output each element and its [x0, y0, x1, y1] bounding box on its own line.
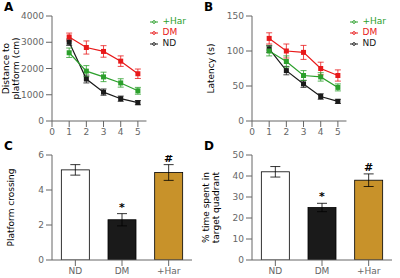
html-text:+Har: +Har	[362, 16, 386, 26]
html-text:+Har: +Har	[162, 16, 186, 26]
svg-text:0: 0	[38, 255, 44, 265]
svg-text:150: 150	[227, 11, 244, 21]
html-text:Distance to platform (cm): Distance to platform (cm)	[1, 37, 21, 100]
svg-text:4000: 4000	[21, 11, 44, 21]
svg-text:+Har: +Har	[357, 266, 381, 276]
svg-text:1: 1	[266, 127, 272, 137]
svg-text:50: 50	[233, 150, 245, 160]
svg-text:0: 0	[38, 116, 44, 126]
svg-text:#: #	[164, 155, 173, 165]
svg-text:5: 5	[335, 127, 341, 137]
svg-text:*: *	[119, 201, 125, 214]
svg-text:3: 3	[101, 127, 107, 137]
html-text:% time spent in target quadran: % time spent in target quadrant	[201, 172, 221, 244]
html-text:Platform crossing: Platform crossing	[6, 168, 16, 247]
svg-text:DM: DM	[115, 266, 130, 276]
svg-text:4: 4	[118, 127, 124, 137]
svg-text:ND: ND	[268, 266, 282, 276]
svg-text:ND: ND	[68, 266, 82, 276]
html-text:B: B	[204, 0, 214, 14]
html-text:DM: DM	[362, 27, 378, 37]
svg-text:2: 2	[83, 127, 89, 137]
svg-text:*: *	[319, 190, 325, 203]
svg-text:1000: 1000	[21, 90, 44, 100]
html-text:DM: DM	[162, 27, 178, 37]
svg-text:0: 0	[238, 116, 244, 126]
svg-text:2000: 2000	[21, 64, 44, 74]
svg-text:0: 0	[238, 255, 244, 265]
svg-text:0: 0	[49, 127, 55, 137]
svg-text:1: 1	[66, 127, 72, 137]
svg-text:3000: 3000	[21, 37, 44, 47]
svg-text:20: 20	[233, 213, 245, 223]
svg-text:#: #	[364, 161, 373, 174]
svg-text:40: 40	[233, 171, 245, 181]
svg-text:4: 4	[38, 185, 44, 195]
svg-text:+Har: +Har	[157, 266, 181, 276]
svg-text:10: 10	[233, 234, 245, 244]
svg-text:2: 2	[283, 127, 289, 137]
html-text:Latency (s): Latency (s)	[206, 43, 216, 94]
svg-text:2: 2	[38, 220, 44, 230]
html-text:ND: ND	[162, 38, 177, 48]
svg-text:DM: DM	[315, 266, 330, 276]
svg-text:4: 4	[318, 127, 324, 137]
html-text:A: A	[4, 0, 14, 14]
svg-text:30: 30	[233, 192, 245, 202]
svg-text:100: 100	[227, 46, 244, 56]
html-text:D: D	[204, 139, 214, 153]
svg-text:0: 0	[249, 127, 255, 137]
html-text:ND: ND	[362, 38, 377, 48]
svg-text:5: 5	[135, 127, 141, 137]
svg-text:3: 3	[301, 127, 307, 137]
svg-text:50: 50	[233, 81, 245, 91]
svg-text:6: 6	[38, 150, 44, 160]
html-text:C: C	[4, 139, 13, 153]
